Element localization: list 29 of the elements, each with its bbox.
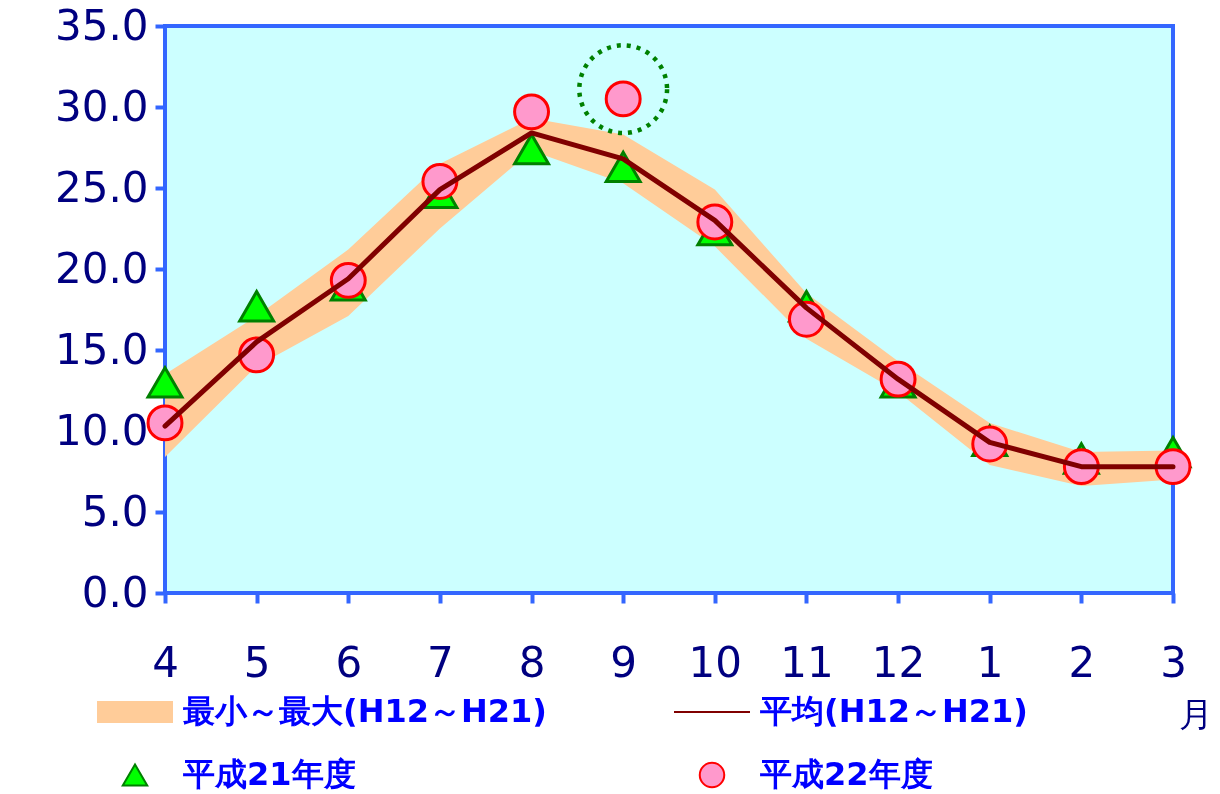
x-tick-label: 3 bbox=[1160, 637, 1187, 687]
x-tick-label: 9 bbox=[610, 637, 638, 687]
x-tick-label: 5 bbox=[243, 637, 271, 687]
x-tick-label: 2 bbox=[1068, 637, 1096, 687]
x-tick-label: 6 bbox=[335, 637, 363, 687]
x-tick-label: 1 bbox=[976, 637, 1004, 687]
y-tick-label: 25.0 bbox=[54, 162, 149, 212]
y-tick-label: 15.0 bbox=[54, 324, 149, 374]
legend-label: 平均(H12～H21) bbox=[759, 692, 1028, 730]
x-tick-label: 10 bbox=[688, 637, 743, 687]
y-tick-label: 35.0 bbox=[54, 0, 149, 50]
y-tick-label: 20.0 bbox=[54, 243, 149, 293]
y-tick-label: 0.0 bbox=[81, 567, 149, 617]
x-axis-title: 月 bbox=[1178, 693, 1213, 734]
x-tick-label: 7 bbox=[427, 637, 454, 687]
x-tick-label: 8 bbox=[518, 637, 546, 687]
y-tick-label: 5.0 bbox=[81, 486, 149, 536]
x-tick-label: 11 bbox=[780, 637, 834, 687]
y-tick-label: 30.0 bbox=[54, 81, 149, 131]
point bbox=[146, 366, 184, 399]
x-tick-label: 4 bbox=[152, 637, 179, 687]
legend-label: 平成21年度 bbox=[182, 755, 356, 793]
point bbox=[513, 93, 550, 131]
legend-label: 平成22年度 bbox=[759, 755, 933, 793]
point bbox=[238, 290, 276, 323]
x-tick-label: 12 bbox=[871, 637, 926, 687]
y-tick-label: 10.0 bbox=[54, 405, 149, 455]
point bbox=[577, 43, 670, 136]
legend-label: 最小～最大(H12～H21) bbox=[183, 692, 547, 730]
